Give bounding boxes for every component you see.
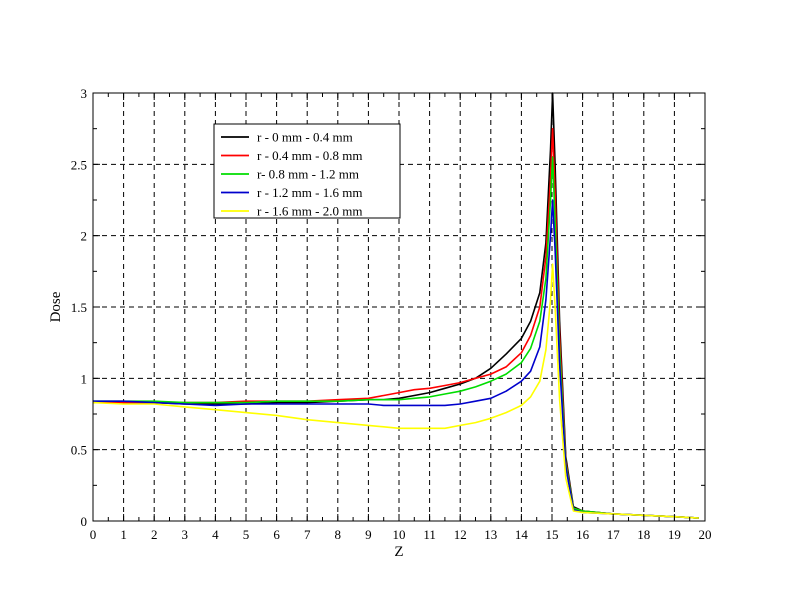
x-tick-label: 0: [90, 527, 97, 542]
y-tick-label: 0: [81, 514, 88, 529]
x-axis-label: Z: [394, 544, 403, 560]
x-tick-label: 16: [576, 527, 590, 542]
series-lines: [92, 92, 699, 519]
x-tick-label: 20: [699, 527, 712, 542]
x-tick-label: 10: [393, 527, 406, 542]
legend-label-4: r - 1.2 mm - 1.6 mm: [257, 185, 362, 200]
y-axis-label: Dose: [48, 291, 64, 322]
x-tick-label: 17: [607, 527, 621, 542]
legend-label-2: r - 0.4 mm - 0.8 mm: [257, 148, 362, 163]
legend-label-3: r- 0.8 mm - 1.2 mm: [257, 167, 359, 182]
x-tick-label: 11: [423, 527, 436, 542]
x-tick-label: 13: [484, 527, 497, 542]
x-tick-label: 1: [120, 527, 127, 542]
legend-label-1: r - 0 mm - 0.4 mm: [257, 130, 353, 145]
tick-labels: 0 1 2 3 4 5 6 7 8 9 10 11 12 13 14 15 16 17 18 19 2000.511.5…: [71, 86, 712, 542]
series-line-5: [92, 263, 699, 519]
legend-label-5: r - 1.6 mm - 2.0 mm: [257, 204, 362, 219]
x-tick-label: 18: [637, 527, 650, 542]
x-tick-label: 19: [668, 527, 681, 542]
x-tick-label: 2: [151, 527, 158, 542]
y-tick-label: 0.5: [71, 443, 87, 458]
x-tick-label: 8: [335, 527, 342, 542]
x-tick-label: 12: [454, 527, 467, 542]
y-tick-label: 3: [81, 86, 88, 101]
legend: r - 0 mm - 0.4 mm r - 0.4 mm - 0.8 mm r- 0…: [213, 123, 401, 219]
x-tick-label: 5: [243, 527, 250, 542]
series-line-4: [93, 199, 699, 519]
y-tick-label: 1.5: [71, 300, 87, 315]
x-tick-label: 4: [212, 527, 219, 542]
y-tick-label: 2.5: [71, 157, 87, 172]
x-tick-label: 6: [273, 527, 280, 542]
y-tick-label: 2: [81, 229, 88, 244]
x-tick-label: 14: [515, 527, 529, 542]
x-tick-label: 9: [365, 527, 372, 542]
axis-ticks: [92, 92, 706, 522]
x-tick-label: 15: [546, 527, 559, 542]
legend-box: [213, 123, 401, 219]
x-tick-label: 7: [304, 527, 311, 542]
y-tick-label: 1: [81, 371, 88, 386]
x-tick-label: 3: [182, 527, 189, 542]
